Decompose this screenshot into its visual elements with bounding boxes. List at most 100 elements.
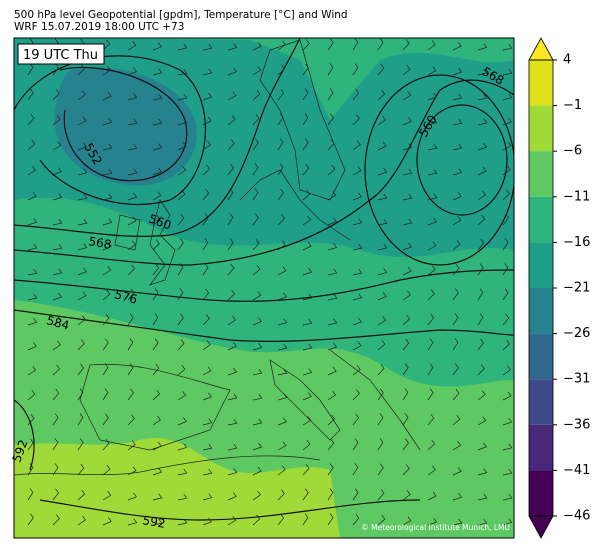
wind-barb — [302, 138, 309, 151]
wind-barb — [127, 518, 138, 526]
wind-barb — [227, 67, 237, 76]
wind-barb — [102, 91, 112, 101]
wind-barb — [352, 63, 359, 76]
wind-barb — [377, 514, 386, 526]
wind-barb — [127, 338, 134, 351]
wind-barb — [302, 464, 310, 476]
wind-barb — [27, 513, 34, 526]
wind-barb — [102, 491, 112, 501]
wind-barb — [227, 213, 234, 226]
wind-barb — [202, 188, 210, 201]
wind-barb — [202, 92, 213, 101]
wind-barb — [27, 165, 37, 176]
wind-barb — [277, 513, 284, 526]
wind-barb — [327, 165, 336, 176]
wind-barb — [77, 388, 84, 401]
wind-barb — [302, 113, 309, 126]
wind-barb — [152, 239, 160, 251]
wind-barb — [27, 113, 35, 126]
wind-barb — [277, 88, 285, 101]
wind-barb — [302, 440, 311, 451]
wind-barb — [227, 418, 238, 426]
wind-barb — [152, 389, 161, 401]
wind-barb — [327, 318, 338, 326]
wind-barb — [352, 38, 359, 51]
wind-barb — [377, 63, 385, 76]
wind-barb — [102, 242, 112, 251]
wind-barb — [77, 218, 88, 226]
wind-barb — [127, 67, 137, 76]
wind-barb — [352, 293, 363, 301]
colorbar-band — [529, 424, 553, 471]
wind-barb — [152, 143, 163, 151]
wind-barb — [302, 215, 311, 226]
wind-barb — [277, 343, 288, 351]
wind-barb — [152, 415, 161, 426]
wind-barb — [252, 138, 259, 151]
wind-barb — [477, 68, 488, 76]
wind-barb — [402, 143, 413, 151]
wind-barb — [352, 218, 363, 226]
wind-barb — [27, 63, 34, 76]
wind-barb — [452, 414, 461, 426]
wind-barb — [177, 189, 186, 201]
wind-barb — [27, 389, 36, 401]
wind-barb — [52, 316, 62, 326]
wind-barb — [177, 263, 184, 276]
wind-barb — [302, 392, 312, 401]
wind-barb — [302, 318, 313, 326]
wind-barb — [52, 340, 61, 351]
wind-barb — [327, 38, 334, 51]
wind-barb — [177, 417, 187, 426]
wind-barb — [302, 416, 312, 426]
wind-barb — [302, 267, 313, 276]
wind-barb — [252, 368, 263, 376]
wind-barb — [27, 438, 34, 451]
wind-barb — [327, 268, 338, 276]
wind-barb — [52, 463, 59, 476]
wind-barb — [252, 442, 263, 451]
wind-barb — [77, 267, 87, 276]
wind-barb — [127, 240, 136, 251]
wind-barb — [352, 341, 362, 351]
wind-barb — [77, 438, 84, 451]
wind-barb — [452, 338, 459, 351]
wind-barb — [427, 143, 438, 151]
wind-barb — [302, 343, 313, 351]
wind-barb — [452, 518, 463, 526]
wind-barb — [477, 93, 488, 101]
wind-barb — [252, 466, 262, 476]
wind-barb — [402, 218, 413, 226]
wind-barb — [177, 288, 184, 301]
wind-barb — [252, 213, 259, 226]
colorbar-tick-label: −6 — [563, 144, 582, 159]
wind-barb — [377, 463, 384, 476]
wind-barb — [452, 389, 460, 401]
wind-barb — [77, 463, 85, 476]
wind-barb — [477, 313, 484, 326]
wind-barb — [477, 493, 488, 501]
wind-barb — [352, 365, 361, 376]
wind-barb — [77, 363, 84, 376]
wind-barb — [327, 63, 334, 76]
time-label: 19 UTC Thu — [23, 48, 98, 63]
wind-barb — [277, 40, 286, 51]
wind-barb — [52, 193, 63, 201]
wind-barb — [477, 518, 488, 526]
wind-barb — [427, 289, 435, 301]
wind-barb — [152, 518, 163, 526]
wind-barb — [202, 288, 210, 301]
wind-barb — [427, 491, 437, 501]
wind-barb — [427, 313, 434, 326]
wind-barb — [327, 293, 338, 301]
wind-barb — [502, 468, 513, 476]
colorbar-band — [529, 379, 553, 425]
wind-barb — [452, 467, 462, 476]
wind-barb — [352, 88, 360, 101]
wind-barb — [252, 393, 263, 401]
wind-barb — [277, 417, 287, 426]
wind-barb — [377, 268, 388, 276]
wind-barb — [327, 139, 335, 151]
wind-barb — [152, 263, 159, 276]
wind-barb — [27, 342, 37, 351]
